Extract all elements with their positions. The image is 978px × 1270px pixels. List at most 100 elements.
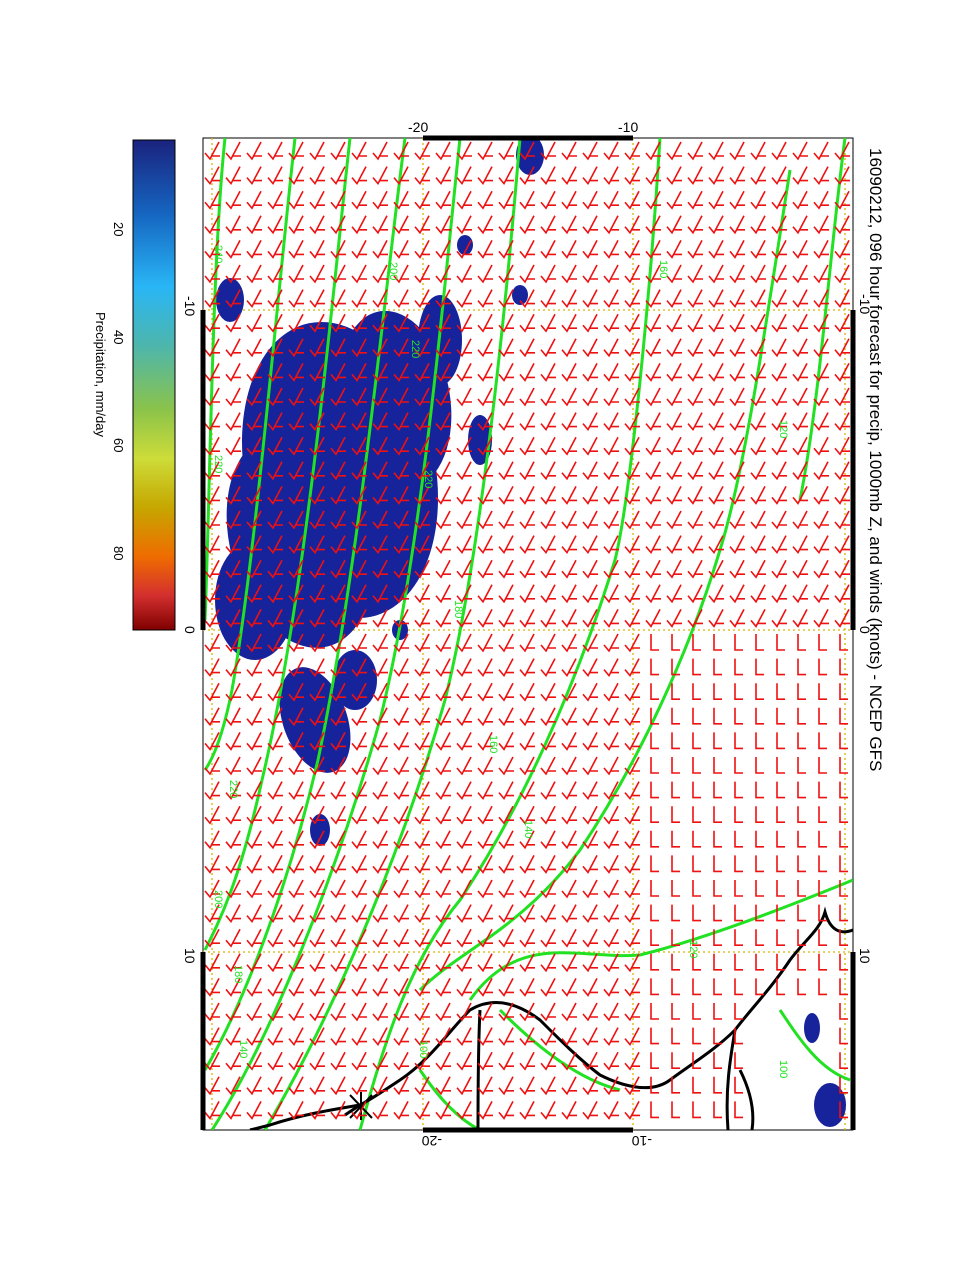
wind-barb — [372, 1002, 388, 1022]
wind-barb — [792, 313, 808, 333]
wind-barb — [225, 756, 241, 776]
wind-barb — [776, 707, 785, 725]
wind-barb — [839, 658, 848, 676]
wind-barb — [267, 1101, 283, 1120]
wind-barb — [372, 190, 388, 210]
wind-barb — [288, 486, 304, 505]
wind-barb — [519, 535, 535, 555]
wind-barb — [519, 682, 535, 702]
wind-barb — [818, 806, 827, 823]
wind-barb — [624, 928, 640, 948]
wind-barb — [692, 732, 701, 750]
wind-barb — [834, 486, 850, 505]
wind-barb — [540, 978, 556, 997]
wind-barb — [267, 609, 283, 628]
wind-barb — [624, 1101, 640, 1120]
wind-barb — [477, 609, 493, 628]
wind-barb — [729, 215, 745, 235]
wind-barb — [456, 387, 472, 407]
wind-barb — [729, 436, 745, 456]
wind-barb — [372, 781, 388, 801]
wind-barb — [267, 387, 283, 407]
wind-barb — [561, 658, 577, 678]
wind-barb — [372, 559, 388, 579]
wind-barb — [225, 1101, 241, 1120]
wind-barb — [624, 289, 640, 309]
wind-barb — [650, 658, 659, 676]
wind-barb — [666, 510, 682, 530]
wind-barb — [246, 363, 262, 382]
wind-barb — [624, 1051, 640, 1071]
wind-barb — [393, 215, 409, 235]
wind-barb — [519, 879, 535, 899]
wind-barb — [309, 633, 325, 653]
wind-barb — [519, 240, 535, 259]
wind-barb — [750, 535, 766, 555]
wind-barb — [351, 240, 367, 259]
wind-barb — [582, 215, 598, 235]
wind-barb — [414, 141, 430, 161]
wind-barb — [708, 412, 724, 432]
wind-barb — [288, 289, 304, 309]
wind-barb — [734, 634, 743, 651]
wind-barb — [372, 141, 388, 161]
wind-barb — [393, 141, 409, 161]
wind-barb — [750, 510, 766, 530]
wind-barb — [666, 486, 682, 505]
wind-barb — [603, 510, 619, 530]
wind-barb — [393, 363, 409, 382]
wind-barb — [582, 166, 598, 186]
wind-barb — [351, 510, 367, 530]
wind-barb — [225, 1051, 241, 1071]
wind-barb — [792, 338, 808, 358]
wind-barb — [729, 190, 745, 210]
wind-barb — [540, 141, 556, 161]
wind-barb — [246, 805, 262, 825]
wind-barb — [813, 363, 829, 382]
wind-barb — [729, 486, 745, 505]
wind-barb — [708, 240, 724, 259]
wind-barb — [519, 412, 535, 432]
wind-barb — [498, 387, 514, 407]
wind-barb — [540, 953, 556, 973]
height-contour-line — [468, 878, 853, 1001]
wind-barb — [603, 412, 619, 432]
wind-barb — [771, 486, 787, 505]
wind-barb — [414, 1076, 430, 1096]
wind-barb — [603, 190, 619, 210]
wind-barb — [624, 510, 640, 530]
wind-barb — [246, 215, 262, 235]
wind-barb — [246, 338, 262, 358]
wind-barb — [561, 756, 577, 776]
wind-barb — [477, 830, 493, 850]
wind-barb — [776, 929, 785, 946]
wind-barb — [624, 633, 640, 653]
wind-barb — [225, 658, 241, 678]
wind-barb — [561, 535, 577, 555]
wind-barb — [797, 732, 806, 750]
wind-barb — [771, 461, 787, 481]
wind-barb — [309, 289, 325, 309]
wind-barb — [776, 978, 785, 996]
wind-barb — [708, 215, 724, 235]
wind-barb — [435, 240, 451, 259]
wind-barb — [624, 215, 640, 235]
wind-barb — [540, 658, 556, 678]
wind-barb — [650, 634, 659, 651]
wind-barb — [561, 289, 577, 309]
wind-barb — [393, 1051, 409, 1071]
wind-barb — [225, 486, 241, 505]
wind-barb — [839, 953, 848, 971]
wind-barb — [792, 559, 808, 579]
wind-barb — [498, 879, 514, 899]
wind-barb — [351, 781, 367, 801]
wind-barb — [582, 633, 598, 653]
wind-barb — [414, 190, 430, 210]
wind-barb — [351, 732, 367, 751]
wind-barb — [477, 1051, 493, 1071]
wind-barb — [750, 141, 766, 161]
wind-barb — [834, 240, 850, 259]
wind-barb — [456, 633, 472, 653]
wind-barb — [650, 953, 659, 971]
wind-barb — [477, 707, 493, 727]
